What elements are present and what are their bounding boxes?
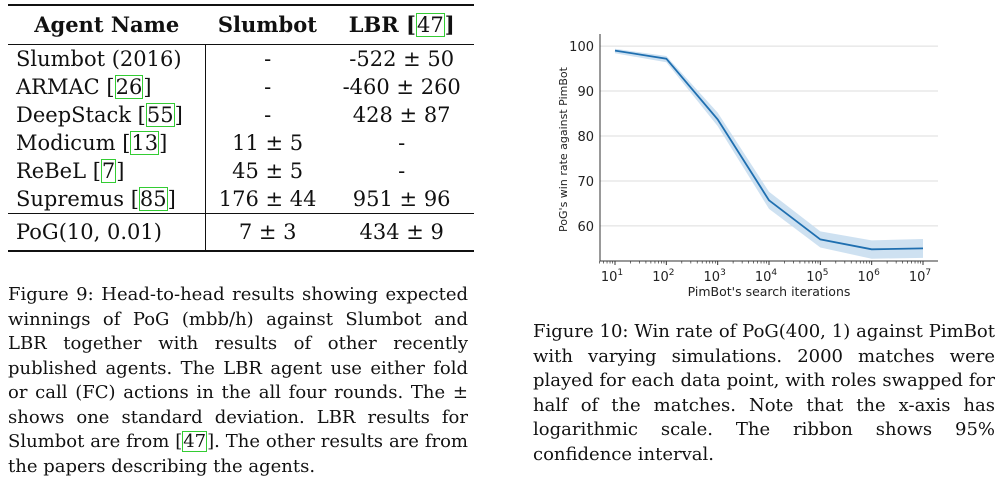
lbr-value: - xyxy=(398,159,406,183)
x-tick-label: 103 xyxy=(704,268,726,285)
agent-name-label: ARMAC xyxy=(16,75,100,99)
x-tick-label: 102 xyxy=(652,268,674,285)
header-agent-name: Agent Name xyxy=(34,12,180,37)
y-axis-label: PoG's win rate against PimBot xyxy=(557,66,570,232)
agent-name-label: ReBeL xyxy=(16,159,87,183)
results-table: Agent Name Slumbot LBR [47] Slumbot (201… xyxy=(8,4,474,252)
citation-link[interactable]: 47 xyxy=(182,431,208,452)
table-row: ReBeL [7] 45 ± 5 - xyxy=(8,157,474,185)
x-tick-label: 101 xyxy=(601,268,623,285)
slumbot-value: - xyxy=(264,47,272,71)
x-tick-label: 105 xyxy=(806,268,828,285)
citation-link[interactable]: 47 xyxy=(415,13,445,37)
y-tick-label: 70 xyxy=(577,175,594,190)
agent-name-label: Supremus xyxy=(16,187,125,211)
header-slumbot: Slumbot xyxy=(217,12,317,37)
lbr-value: 434 ± 9 xyxy=(359,220,444,244)
table-row: Modicum [13] 11 ± 5 - xyxy=(8,129,474,157)
lbr-value: -460 ± 260 xyxy=(342,75,461,99)
table-row: ARMAC [26] - -460 ± 260 xyxy=(8,73,474,101)
x-axis-label: PimBot's search iterations xyxy=(688,284,851,299)
lbr-value: -522 ± 50 xyxy=(349,47,455,71)
win-rate-line xyxy=(614,49,924,251)
lbr-value: 428 ± 87 xyxy=(352,103,451,127)
agent-name: PoG(10, 0.01) xyxy=(8,213,206,251)
citation-link[interactable]: 13 xyxy=(130,131,160,155)
lbr-value: - xyxy=(398,131,406,155)
table-row: Supremus [85] 176 ± 44 951 ± 96 xyxy=(8,185,474,214)
slumbot-value: - xyxy=(264,75,272,99)
y-tick-label: 80 xyxy=(577,130,594,145)
agent-name-label: Slumbot (2016) xyxy=(16,47,182,71)
x-tick-label: 107 xyxy=(909,268,931,285)
agent-name: Modicum [13] xyxy=(8,129,206,157)
table-header-row: Agent Name Slumbot LBR [47] xyxy=(8,5,474,45)
slumbot-value: 7 ± 3 xyxy=(238,220,297,244)
table-row: Slumbot (2016) - -522 ± 50 xyxy=(8,44,474,73)
figure-9-caption: Figure 9: Head-to-head results showing e… xyxy=(8,284,468,477)
confidence-ribbon xyxy=(615,48,923,259)
y-tick-label: 60 xyxy=(577,220,594,235)
citation-link[interactable]: 26 xyxy=(114,75,144,99)
slumbot-value: 176 ± 44 xyxy=(218,187,317,211)
slumbot-value: - xyxy=(264,103,272,127)
agent-name: Supremus [85] xyxy=(8,185,206,214)
agent-name: Slumbot (2016) xyxy=(8,44,206,73)
agent-name-label: DeepStack xyxy=(16,103,131,127)
caption-text: . The other results are from the papers … xyxy=(8,431,468,477)
table-row: DeepStack [55] - 428 ± 87 xyxy=(8,101,474,129)
x-tick-label: 106 xyxy=(858,268,881,285)
x-tick-label: 104 xyxy=(755,268,778,285)
lbr-value: 951 ± 96 xyxy=(352,187,451,211)
table-row-pog: PoG(10, 0.01) 7 ± 3 434 ± 9 xyxy=(8,213,474,251)
y-tick-label: 100 xyxy=(569,40,594,55)
citation-link[interactable]: 55 xyxy=(145,103,175,127)
slumbot-value: 11 ± 5 xyxy=(232,131,304,155)
citation-link[interactable]: 7 xyxy=(100,159,117,183)
agent-name: ReBeL [7] xyxy=(8,157,206,185)
header-lbr: LBR [47] xyxy=(348,12,455,37)
agent-name: DeepStack [55] xyxy=(8,101,206,129)
caption-text: Figure 9: Head-to-head results showing e… xyxy=(8,284,468,452)
agent-name-label: Modicum xyxy=(16,131,116,155)
citation-link[interactable]: 85 xyxy=(138,187,168,211)
y-tick-label: 90 xyxy=(577,85,594,100)
slumbot-value: 45 ± 5 xyxy=(232,159,304,183)
win-rate-chart: 60 70 80 90 100 101 102 103 104 105 106 107 PimBot's… xyxy=(557,34,938,299)
header-lbr-label: LBR xyxy=(348,12,399,37)
agent-name: ARMAC [26] xyxy=(8,73,206,101)
figure-10-caption: Figure 10: Win rate of PoG(400, 1) again… xyxy=(533,321,995,465)
